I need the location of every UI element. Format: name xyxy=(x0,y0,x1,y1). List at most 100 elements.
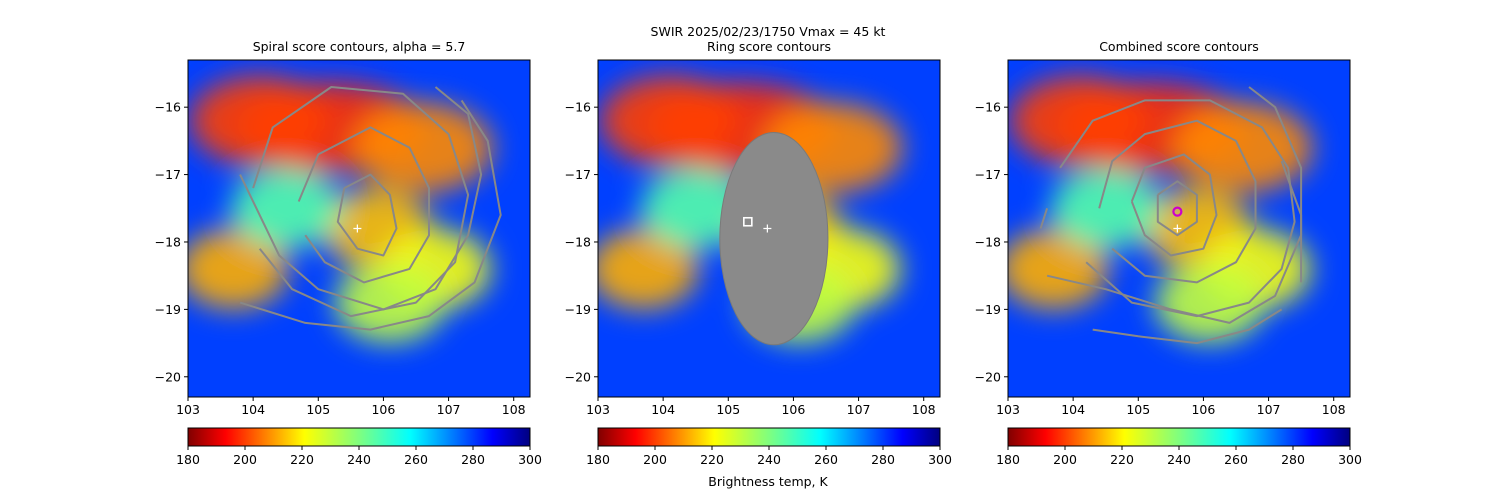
score-contour xyxy=(1156,180,1198,237)
cloud-blob xyxy=(598,228,699,309)
panel-1: Spiral score contours, alpha = 5.7 103 104… xyxy=(155,39,542,467)
axes-frame xyxy=(597,59,941,398)
colorbar-tick-label: 240 xyxy=(347,452,371,467)
colorbar-tick-label: 240 xyxy=(757,452,781,467)
y-tick-label: −20 xyxy=(155,369,181,384)
colorbar-tick-label: 300 xyxy=(928,452,952,467)
x-tick-label: 104 xyxy=(241,402,265,417)
colorbar xyxy=(597,427,941,447)
cloud-blob xyxy=(352,102,493,193)
y-tick-label: −17 xyxy=(565,167,591,182)
panel-title: Ring score contours xyxy=(707,39,831,54)
x-tick-label: 105 xyxy=(716,402,740,417)
colorbar-tick-label: 200 xyxy=(1053,452,1077,467)
y-tick-label: −19 xyxy=(565,302,591,317)
score-contour xyxy=(1092,308,1283,345)
colorbar-tick-label: 220 xyxy=(700,452,724,467)
y-tick-label: −19 xyxy=(975,302,1001,317)
cloud-blob xyxy=(189,75,330,166)
colorbar xyxy=(1007,427,1351,447)
axes-frame xyxy=(187,59,531,398)
figure-suptitle: SWIR 2025/02/23/1750 Vmax = 45 kt xyxy=(651,24,886,39)
panel-title: Spiral score contours, alpha = 5.7 xyxy=(253,39,466,54)
score-contour xyxy=(239,99,502,331)
colorbar-tick-label: 280 xyxy=(1281,452,1305,467)
colorbar-tick-label: 180 xyxy=(176,452,200,467)
storm-center-marker xyxy=(353,224,362,233)
brightness-temp-field xyxy=(598,60,940,397)
x-tick-label: 107 xyxy=(437,402,461,417)
y-tick-label: −16 xyxy=(975,100,1001,115)
y-tick-label: −16 xyxy=(155,100,181,115)
y-tick-label: −20 xyxy=(975,369,1001,384)
colorbar-label: Brightness temp, K xyxy=(708,474,828,489)
score-contour xyxy=(252,86,470,318)
axes-frame xyxy=(1007,59,1351,398)
colorbar-tick-label: 220 xyxy=(1110,452,1134,467)
y-tick-label: −16 xyxy=(565,100,591,115)
colorbar-tick-label: 180 xyxy=(586,452,610,467)
x-tick-label: 106 xyxy=(781,402,805,417)
colorbar-tick-label: 260 xyxy=(404,452,428,467)
y-tick-label: −20 xyxy=(565,369,591,384)
cloud-blob xyxy=(1009,75,1150,166)
cloud-blob xyxy=(1050,168,1161,249)
y-tick-label: −18 xyxy=(155,234,181,249)
score-contour xyxy=(297,126,430,284)
x-tick-label: 108 xyxy=(502,402,526,417)
colorbar-tick-label: 300 xyxy=(518,452,542,467)
x-tick-label: 106 xyxy=(371,402,395,417)
x-tick-label: 108 xyxy=(1322,402,1346,417)
score-contour xyxy=(239,86,483,311)
panel-3: Combined score contours 103 104 105 106 107 10… xyxy=(975,39,1362,467)
colorbar-tick-label: 260 xyxy=(814,452,838,467)
colorbar-tick-label: 220 xyxy=(290,452,314,467)
cloud-blobs xyxy=(188,75,493,343)
score-contour xyxy=(1130,153,1218,257)
panel-2: Ring score contours 103 104 105 106 107 108 −16… xyxy=(565,39,952,467)
combined-center-marker xyxy=(1172,206,1183,217)
colorbar-tick-label: 200 xyxy=(233,452,257,467)
x-tick-label: 108 xyxy=(912,402,936,417)
x-tick-label: 104 xyxy=(1061,402,1085,417)
score-contour xyxy=(1098,119,1257,284)
x-tick-label: 106 xyxy=(1191,402,1215,417)
x-tick-label: 103 xyxy=(176,402,200,417)
score-contour xyxy=(1039,207,1049,229)
colorbar-tick-label: 240 xyxy=(1167,452,1191,467)
cloud-blob xyxy=(1008,228,1109,309)
cloud-blob xyxy=(1154,262,1265,343)
colorbar-tick-label: 280 xyxy=(461,452,485,467)
colorbar-tick-label: 280 xyxy=(871,452,895,467)
storm-center-marker xyxy=(1173,224,1182,233)
storm-center-marker xyxy=(763,224,772,233)
y-tick-label: −19 xyxy=(155,302,181,317)
cloud-blob xyxy=(599,75,740,166)
x-tick-label: 107 xyxy=(847,402,871,417)
score-contour xyxy=(1046,86,1303,324)
cloud-blob xyxy=(188,228,289,309)
score-contour xyxy=(1280,160,1303,283)
y-tick-label: −17 xyxy=(975,167,1001,182)
panel-title: Combined score contours xyxy=(1099,39,1259,54)
cloud-blob xyxy=(230,168,341,249)
x-tick-label: 107 xyxy=(1257,402,1281,417)
y-tick-label: −18 xyxy=(565,234,591,249)
brightness-temp-field xyxy=(1008,60,1350,397)
y-tick-label: −18 xyxy=(975,234,1001,249)
x-tick-label: 104 xyxy=(651,402,675,417)
colorbar-tick-label: 260 xyxy=(1224,452,1248,467)
colorbar-tick-label: 300 xyxy=(1338,452,1362,467)
colorbar xyxy=(187,427,531,447)
x-tick-label: 105 xyxy=(1126,402,1150,417)
ring-score-region xyxy=(719,131,829,346)
x-tick-label: 103 xyxy=(586,402,610,417)
x-tick-label: 103 xyxy=(996,402,1020,417)
ring-center-marker xyxy=(743,216,753,227)
cloud-blobs xyxy=(1008,75,1313,343)
x-tick-label: 105 xyxy=(306,402,330,417)
y-tick-label: −17 xyxy=(155,167,181,182)
colorbar-tick-label: 200 xyxy=(643,452,667,467)
colorbar-tick-label: 180 xyxy=(996,452,1020,467)
